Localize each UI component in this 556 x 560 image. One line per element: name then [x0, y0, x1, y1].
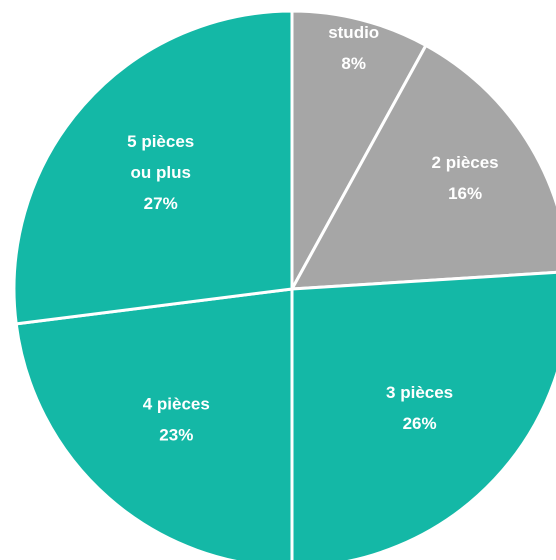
- pie-slice-2: [290, 43, 556, 291]
- slice-value-label: 23%: [159, 425, 193, 444]
- slice-label-text: 2 pièces: [432, 153, 499, 172]
- slice-value-label: 8%: [341, 54, 366, 73]
- slice-label-text: 4 pièces: [143, 394, 210, 413]
- pie-slice-1: [290, 9, 428, 291]
- pie-labels: studio 8% 2 pièces 16% 3 pièces 26% 4 pièces 23…: [127, 23, 499, 444]
- slice-value-label: 27%: [144, 194, 178, 213]
- pie-slice-4: [14, 287, 294, 560]
- slice-label-text: ou plus: [130, 163, 190, 182]
- slice-label-text: 3 pièces: [386, 383, 453, 402]
- pie-slices: [12, 9, 556, 560]
- pie-slice-5: [12, 9, 294, 326]
- slice-value-label: 26%: [403, 414, 437, 433]
- slice-label-text: 5 pièces: [127, 132, 194, 151]
- slice-label-text: studio: [328, 23, 379, 42]
- slice-value-label: 16%: [448, 184, 482, 203]
- pie-slice-3: [290, 270, 556, 560]
